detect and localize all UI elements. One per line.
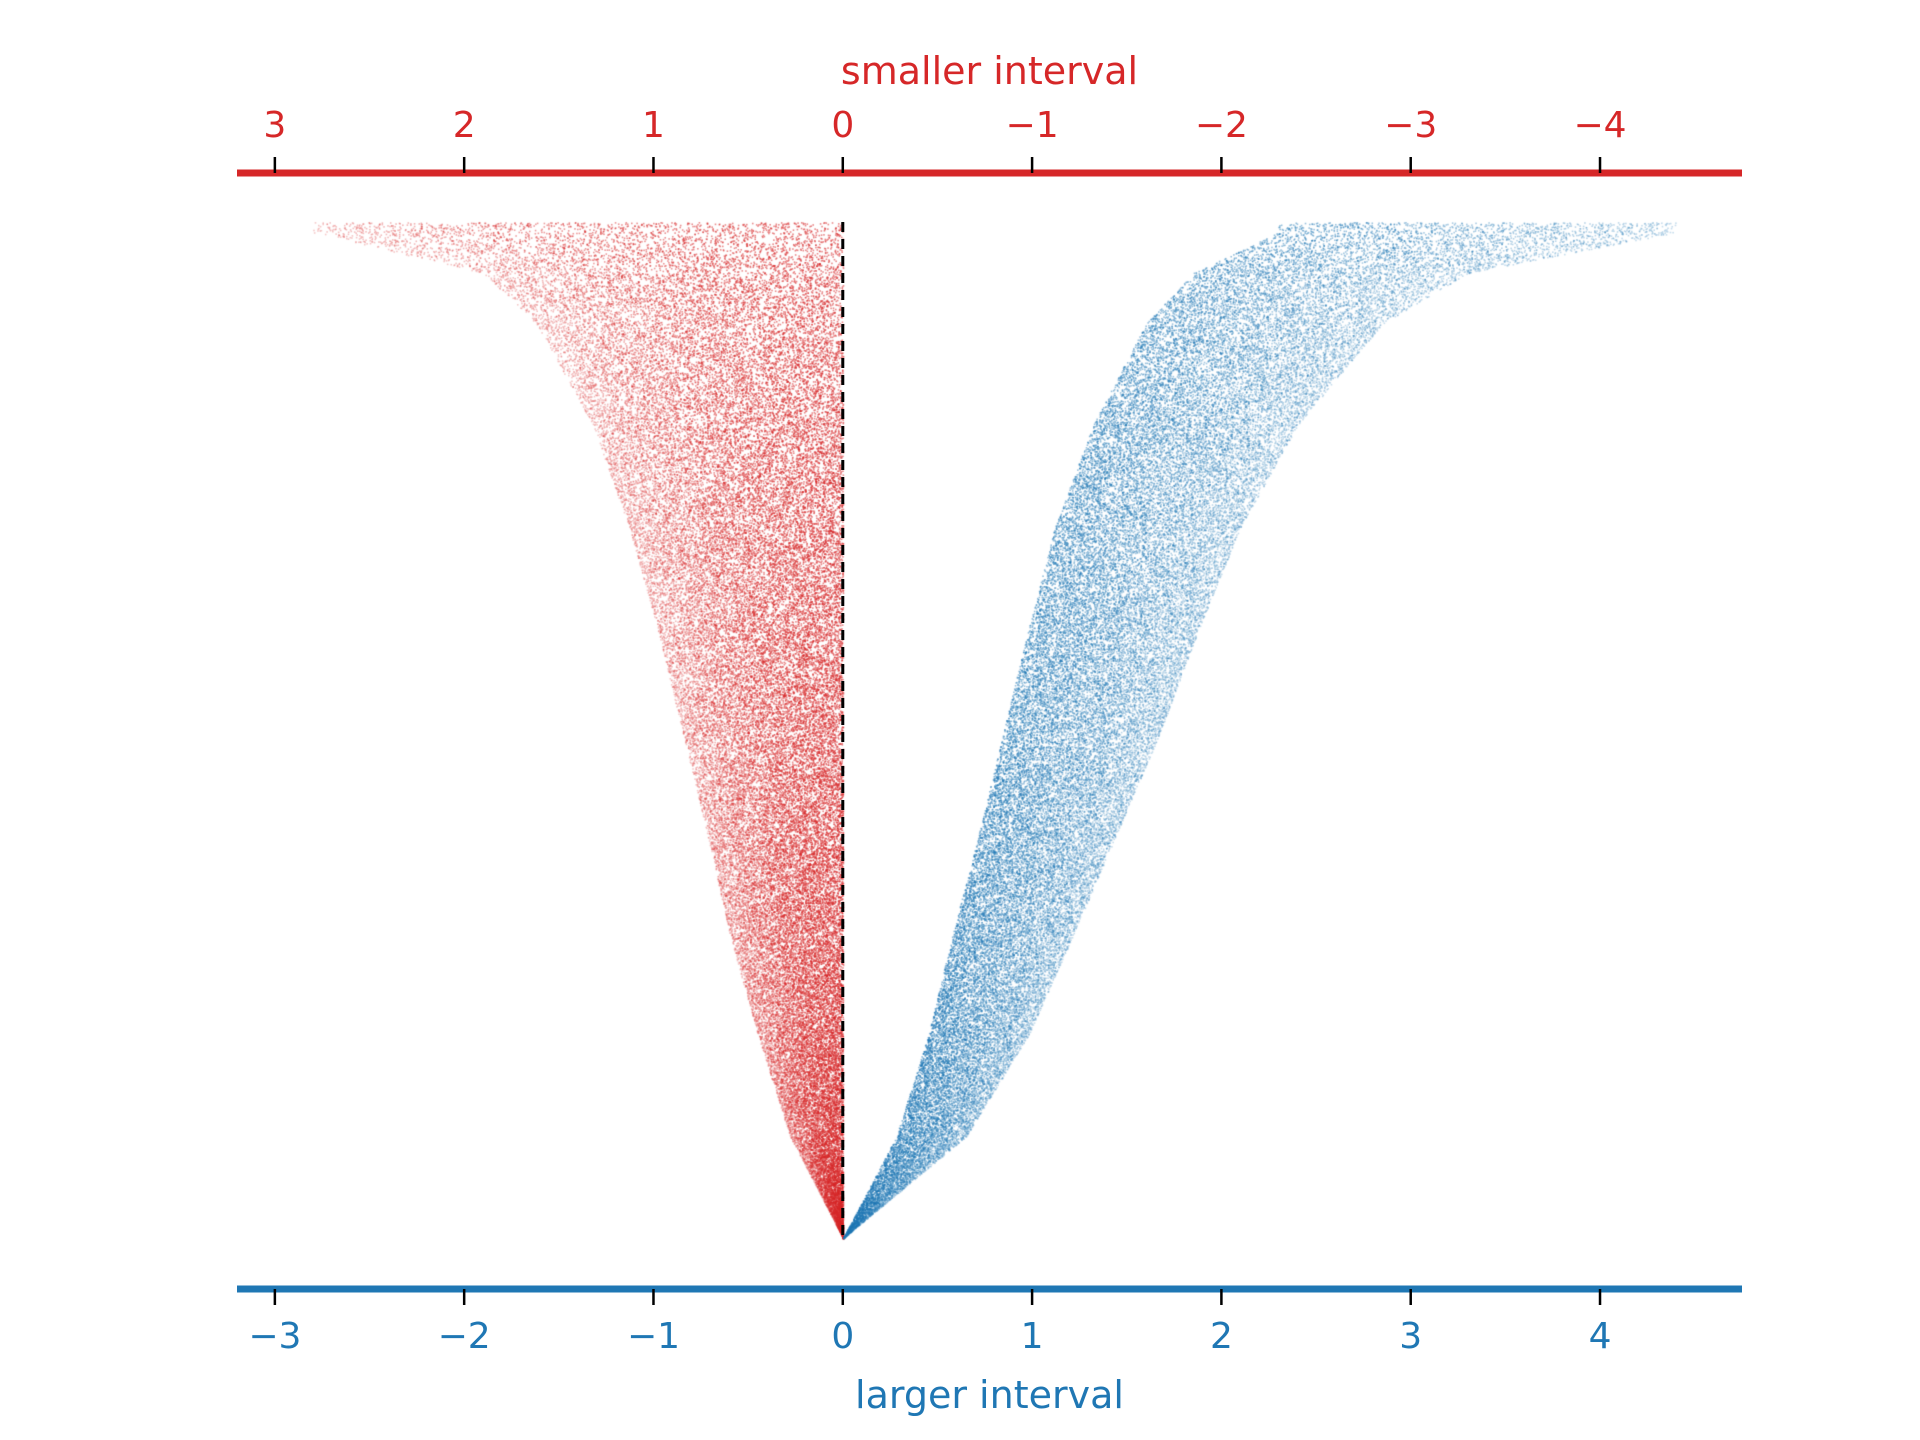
bottom-axis: −3 −2 −1 0 1 2 3 4 larger interval (237, 1285, 1742, 1417)
top-tick-label: −3 (1384, 105, 1437, 146)
bottom-tick-label: 1 (1021, 1316, 1044, 1357)
top-tick-label: 2 (453, 105, 476, 146)
bottom-tick-label: 2 (1210, 1316, 1233, 1357)
top-tick-label: −2 (1195, 105, 1248, 146)
bottom-tick-label: 0 (831, 1316, 854, 1357)
top-axis: 3 2 1 0 −1 −2 −3 −4 smaller interval (237, 49, 1742, 177)
top-tick-label: −4 (1573, 105, 1626, 146)
top-tick-label: 1 (642, 105, 665, 146)
top-axis-ticks: 3 2 1 0 −1 −2 −3 −4 (263, 105, 1627, 173)
bottom-tick-label: 4 (1589, 1316, 1612, 1357)
top-tick-label: −1 (1006, 105, 1059, 146)
bottom-tick-label: 3 (1399, 1316, 1422, 1357)
bottom-tick-label: −2 (438, 1316, 491, 1357)
bottom-axis-title: larger interval (855, 1373, 1124, 1417)
top-tick-label: 0 (831, 105, 854, 146)
top-tick-label: 3 (263, 105, 286, 146)
bottom-tick-label: −1 (627, 1316, 680, 1357)
top-axis-title: smaller interval (841, 49, 1138, 93)
bottom-tick-label: −3 (248, 1316, 301, 1357)
bottom-axis-ticks: −3 −2 −1 0 1 2 3 4 (248, 1289, 1611, 1357)
